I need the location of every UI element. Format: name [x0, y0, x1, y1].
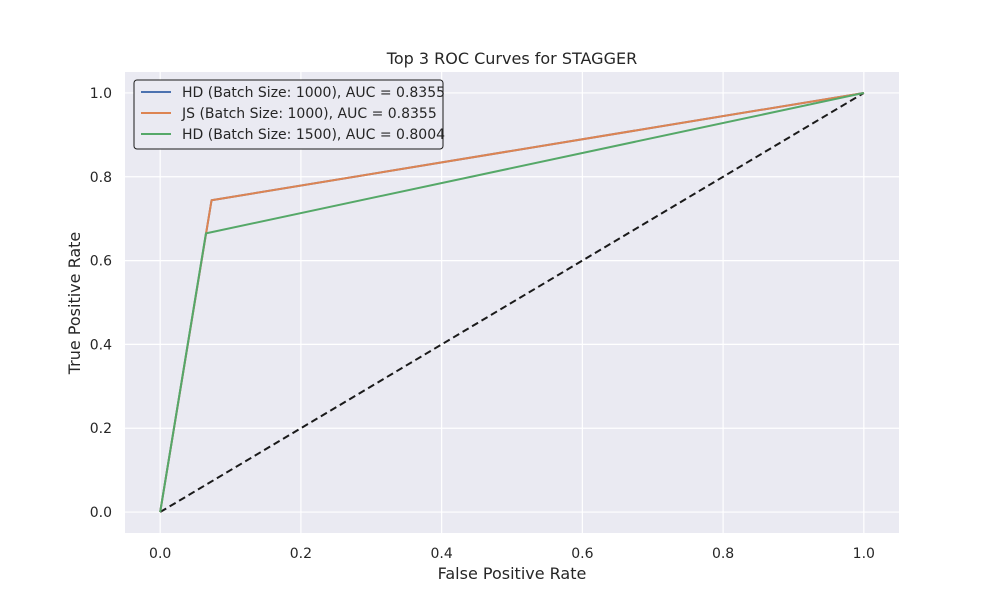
legend-label-2: HD (Batch Size: 1500), AUC = 0.8004: [182, 127, 445, 143]
y-tick-label: 0.6: [90, 254, 112, 270]
x-tick-label: 0.0: [149, 546, 171, 562]
series-lines: [159, 91, 865, 513]
y-tick-label: 0.0: [90, 505, 112, 521]
legend-items: HD (Batch Size: 1000), AUC = 0.8355 JS (B…: [141, 85, 445, 143]
x-tick-label: 0.4: [431, 546, 453, 562]
x-tick-label: 0.8: [712, 546, 734, 562]
x-tick-label: 0.6: [571, 546, 593, 562]
y-axis-ticks: 0.0 0.2 0.4 0.6 0.8 1.0: [90, 86, 112, 521]
x-axis-ticks: 0.0 0.2 0.4 0.6 0.8 1.0: [149, 546, 875, 562]
legend-label-0: HD (Batch Size: 1000), AUC = 0.8355: [182, 85, 445, 101]
y-axis-title: True Positive Rate: [65, 232, 84, 376]
random-classifier-line: [159, 92, 865, 513]
series-line-2: [159, 91, 865, 513]
x-tick-label: 0.2: [290, 546, 312, 562]
legend-box: [133, 79, 444, 150]
y-tick-label: 0.4: [90, 337, 112, 353]
x-tick-label: 1.0: [853, 546, 875, 562]
y-tick-label: 0.2: [90, 421, 112, 437]
x-axis-title: False Positive Rate: [438, 564, 587, 583]
y-tick-label: 0.8: [90, 170, 112, 186]
legend: HD (Batch Size: 1000), AUC = 0.8355 JS (B…: [133, 79, 445, 150]
chart-title: Top 3 ROC Curves for STAGGER: [386, 49, 637, 68]
legend-label-1: JS (Batch Size: 1000), AUC = 0.8355: [181, 106, 437, 122]
reference-diagonal: [159, 92, 865, 513]
y-tick-label: 1.0: [90, 86, 112, 102]
